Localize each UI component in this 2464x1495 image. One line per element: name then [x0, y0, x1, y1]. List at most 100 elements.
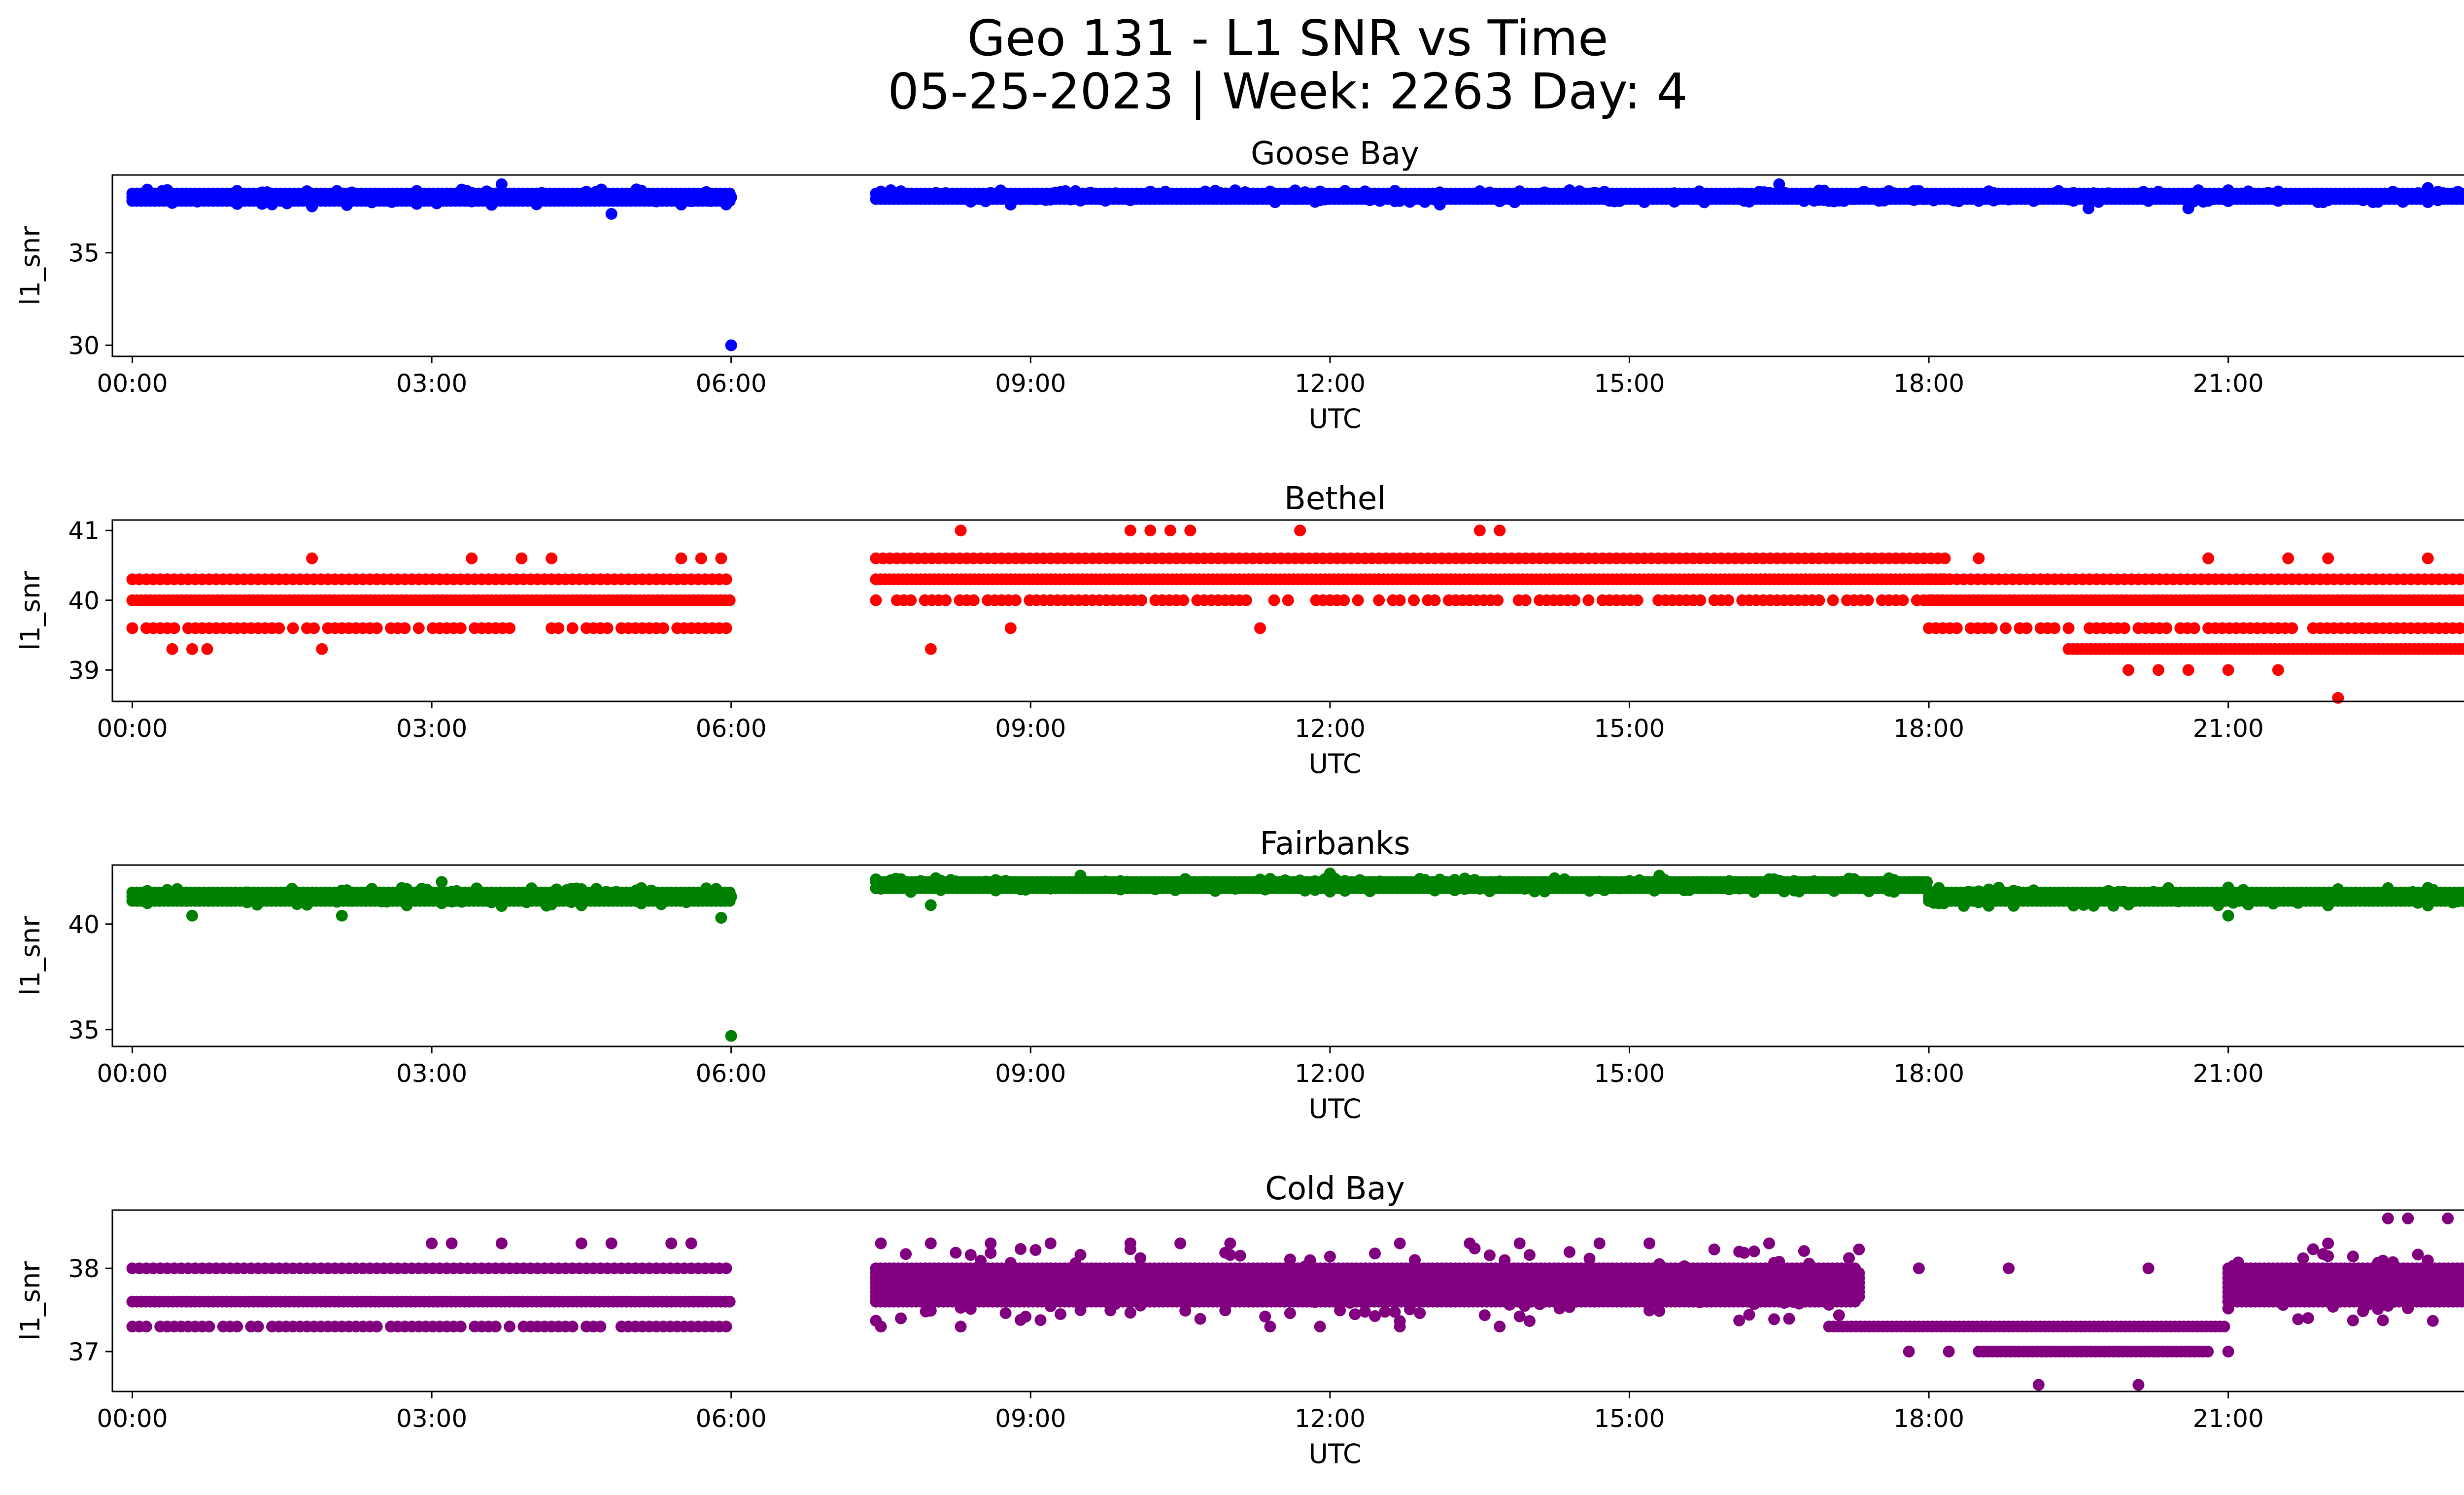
- data-point: [1613, 882, 1626, 895]
- data-point: [2049, 622, 2061, 634]
- x-tick-label: 21:00: [2193, 714, 2264, 743]
- y-tick-label: 40: [68, 910, 100, 939]
- data-point: [1144, 185, 1157, 198]
- subplot-title: Cold Bay: [1265, 1171, 1405, 1207]
- data-point: [140, 1321, 152, 1333]
- data-point-outlier: [924, 899, 937, 911]
- x-tick-label: 21:00: [2193, 369, 2264, 398]
- data-point: [657, 622, 669, 634]
- y-axis-label: l1_snr: [15, 226, 46, 306]
- data-point: [1352, 594, 1364, 606]
- data-point: [1853, 882, 1865, 895]
- data-point: [1858, 185, 1870, 198]
- data-point: [1983, 900, 1995, 912]
- x-tick-label: 12:00: [1295, 714, 1366, 743]
- data-point: [1020, 884, 1032, 896]
- figure-title-line-1: Geo 131 - L1 SNR vs Time: [967, 9, 1608, 67]
- data-point: [1268, 594, 1280, 606]
- data-point-outlier: [725, 339, 737, 351]
- x-tick-label: 18:00: [1893, 369, 1964, 398]
- data-point: [1364, 194, 1376, 206]
- data-point: [1758, 882, 1770, 895]
- data-point: [2067, 195, 2080, 207]
- data-point: [2000, 622, 2012, 634]
- axes-frame: [111, 519, 2464, 702]
- data-point: [964, 1249, 977, 1261]
- data-point-outlier: [1184, 524, 1197, 537]
- x-axis-label: UTC: [1308, 403, 1361, 434]
- data-point: [594, 1321, 607, 1333]
- data-point: [1229, 883, 1241, 895]
- data-point: [2119, 622, 2130, 634]
- data-point: [1973, 195, 1985, 207]
- data-point: [870, 873, 882, 885]
- x-tick-label: 06:00: [696, 1059, 767, 1088]
- data-point: [990, 874, 1002, 886]
- data-point: [1693, 185, 1706, 198]
- data-point: [1558, 873, 1571, 885]
- data-point: [1862, 594, 1874, 606]
- data-point: [1259, 883, 1271, 896]
- data-point: [2088, 187, 2100, 199]
- data-point: [371, 622, 383, 634]
- data-point: [940, 594, 952, 606]
- data-point: [566, 1321, 579, 1333]
- data-point: [1788, 875, 1800, 887]
- data-point: [935, 874, 947, 887]
- x-tick-label: 12:00: [1295, 1059, 1366, 1088]
- data-point: [1099, 875, 1112, 888]
- data-point: [2437, 187, 2449, 199]
- data-point-outlier: [2152, 664, 2164, 676]
- data-point: [1952, 195, 1965, 208]
- data-point: [1985, 622, 1998, 634]
- data-point: [915, 875, 927, 887]
- data-point: [1921, 876, 1933, 888]
- x-tick-label: 21:00: [2193, 1059, 2264, 1088]
- data-point-outlier: [675, 552, 687, 564]
- data-point-outlier: [2222, 664, 2234, 676]
- data-point-outlier: [515, 552, 528, 564]
- data-point: [999, 875, 1012, 887]
- data-point: [1633, 874, 1645, 886]
- data-point-outlier: [336, 909, 348, 922]
- data-point: [252, 1321, 264, 1333]
- data-point: [1668, 196, 1680, 208]
- data-point: [2242, 185, 2255, 198]
- data-point: [2461, 623, 2464, 633]
- y-axis-label: l1_snr: [15, 571, 46, 651]
- data-point-outlier: [2282, 552, 2294, 564]
- data-point: [967, 594, 980, 606]
- data-point: [1483, 186, 1496, 199]
- data-point: [1773, 874, 1785, 887]
- data-point: [1848, 873, 1860, 885]
- data-point: [1264, 873, 1276, 885]
- data-point: [1818, 184, 1830, 197]
- data-point: [1588, 186, 1601, 199]
- data-point: [2457, 594, 2464, 606]
- data-point: [1434, 186, 1446, 199]
- data-point: [399, 622, 411, 634]
- data-point: [1254, 873, 1266, 886]
- data-point: [1539, 186, 1551, 199]
- data-point-outlier: [605, 208, 617, 220]
- x-tick-label: 09:00: [995, 369, 1066, 398]
- data-point: [1149, 883, 1162, 896]
- data-point: [1827, 594, 1839, 606]
- data-point: [1648, 885, 1661, 897]
- data-point: [1364, 885, 1376, 898]
- y-tick-label: 41: [68, 517, 100, 545]
- data-point: [1469, 874, 1481, 886]
- data-point: [371, 1321, 383, 1333]
- data-point: [1723, 883, 1735, 896]
- data-point: [1638, 196, 1650, 209]
- data-point: [2357, 194, 2369, 207]
- data-point: [1888, 886, 1900, 898]
- data-point: [287, 622, 299, 634]
- data-point: [2462, 196, 2464, 206]
- data-point: [1264, 185, 1276, 198]
- data-point: [1519, 594, 1532, 606]
- data-point-outlier: [2182, 664, 2194, 676]
- data-point: [1240, 594, 1252, 606]
